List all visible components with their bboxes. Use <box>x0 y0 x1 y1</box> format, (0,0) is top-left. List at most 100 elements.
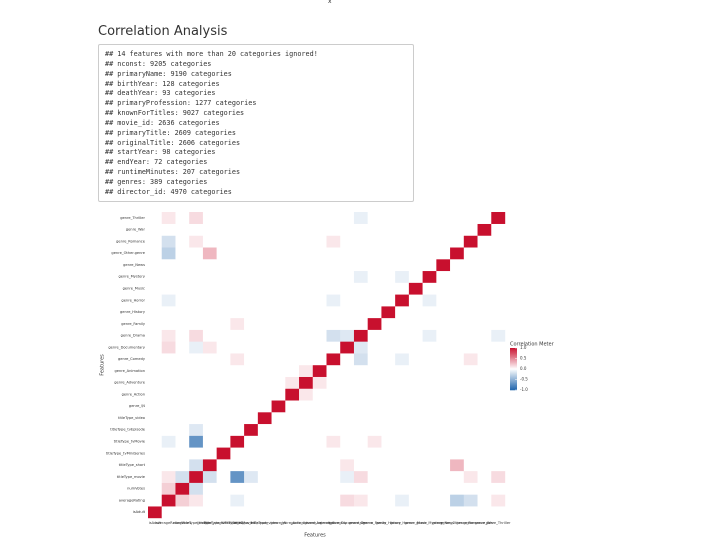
heat-cell <box>353 294 368 307</box>
heat-cell <box>271 353 286 366</box>
heat-cell <box>230 412 245 425</box>
heat-cell <box>395 482 410 495</box>
heat-cell <box>271 282 286 295</box>
heat-cell <box>148 329 162 342</box>
heat-cell <box>148 353 162 366</box>
heat-cell <box>353 317 368 330</box>
heat-cell <box>175 259 190 272</box>
heat-cell <box>271 317 286 330</box>
heat-cell <box>353 435 368 448</box>
heat-cell <box>244 447 259 460</box>
heat-cell <box>408 423 423 436</box>
heat-cell <box>271 470 286 483</box>
code-line: ## nconst: 9205 categories <box>105 59 212 68</box>
heat-cell <box>230 482 245 495</box>
heat-cell <box>285 447 300 460</box>
axis-stub: x <box>328 0 332 5</box>
x-tick-label: genre_Documentary <box>329 521 366 525</box>
heat-cell <box>422 423 437 436</box>
heat-cell <box>148 235 162 248</box>
x-tick-label: titleType_video <box>251 521 278 525</box>
heat-cell <box>189 306 204 319</box>
heat-cell <box>381 459 396 472</box>
heat-cell <box>381 235 396 248</box>
heat-cell <box>381 376 396 389</box>
heat-cell <box>161 423 176 436</box>
heat-cell <box>271 294 286 307</box>
heat-cell <box>491 317 506 330</box>
heat-cell <box>148 435 162 448</box>
heat-cell <box>353 482 368 495</box>
heat-cell <box>230 306 245 319</box>
legend-gradient <box>510 381 517 383</box>
legend-gradient <box>510 348 517 350</box>
y-tick-label: genre_News <box>123 263 145 267</box>
heat-cell <box>463 365 478 377</box>
heat-cell <box>148 482 162 495</box>
heat-cell <box>381 247 396 260</box>
x-tick-label: titleType_short <box>197 521 224 525</box>
heat-cell <box>312 412 327 425</box>
heat-cell <box>285 259 300 272</box>
y-tick-label: genre_Thriller <box>120 216 145 220</box>
heat-cell <box>326 459 341 472</box>
heat-cell <box>312 294 327 307</box>
heat-cell <box>216 329 231 342</box>
legend-gradient <box>510 359 517 361</box>
heat-cell <box>202 282 217 295</box>
heat-cell <box>230 235 245 248</box>
heat-cell <box>367 235 382 248</box>
heat-cell <box>491 506 506 519</box>
heat-cell <box>491 423 506 436</box>
heat-cell <box>244 282 259 295</box>
heat-cell <box>216 341 231 354</box>
heat-cell <box>491 212 506 224</box>
heat-cell <box>161 341 176 354</box>
heat-cell <box>148 506 162 519</box>
heat-cell <box>175 482 190 495</box>
heat-cell <box>395 423 410 436</box>
legend-gradient <box>510 382 517 384</box>
legend-gradient <box>510 355 517 357</box>
heat-cell <box>463 294 478 307</box>
heat-cell <box>312 388 327 401</box>
heat-cell <box>244 306 259 319</box>
legend-tick-label: -0.5 <box>520 377 528 382</box>
code-line: ## primaryProfession: 1277 categories <box>105 99 257 108</box>
heat-cell <box>395 235 410 248</box>
heat-cell <box>244 317 259 330</box>
heat-cell <box>477 400 492 413</box>
heat-cell <box>257 353 272 366</box>
heat-cell <box>340 470 355 483</box>
heat-cell <box>299 435 313 448</box>
code-line: ## director_id: 4970 categories <box>105 187 232 196</box>
heat-cell <box>161 470 176 483</box>
heat-cell <box>353 447 368 460</box>
heat-cell <box>285 435 300 448</box>
heat-cell <box>189 329 204 342</box>
heat-cell <box>161 459 176 472</box>
heat-cell <box>257 459 272 472</box>
heat-cell <box>148 400 162 413</box>
heat-cell <box>408 259 423 272</box>
heat-cell <box>477 317 492 330</box>
legend-gradient <box>510 377 517 379</box>
heat-cell <box>175 435 190 448</box>
heat-cell <box>244 259 259 272</box>
y-tick-label: genre_\N <box>129 404 145 408</box>
heat-cell <box>422 282 437 295</box>
heat-cell <box>148 223 162 236</box>
x-tick-label: genre_Animation <box>304 521 335 525</box>
legend-gradient <box>510 354 517 356</box>
heat-cell <box>477 376 492 389</box>
heat-cell <box>202 388 217 401</box>
heat-cell <box>257 494 272 507</box>
legend-tick-label: 0.5 <box>520 356 527 361</box>
heat-cell <box>408 341 423 354</box>
heat-cell <box>230 341 245 354</box>
heat-cell <box>463 353 478 366</box>
heat-cell <box>216 470 231 483</box>
heat-cell <box>477 470 492 483</box>
heat-cell <box>312 400 327 413</box>
heat-cell <box>353 506 368 519</box>
